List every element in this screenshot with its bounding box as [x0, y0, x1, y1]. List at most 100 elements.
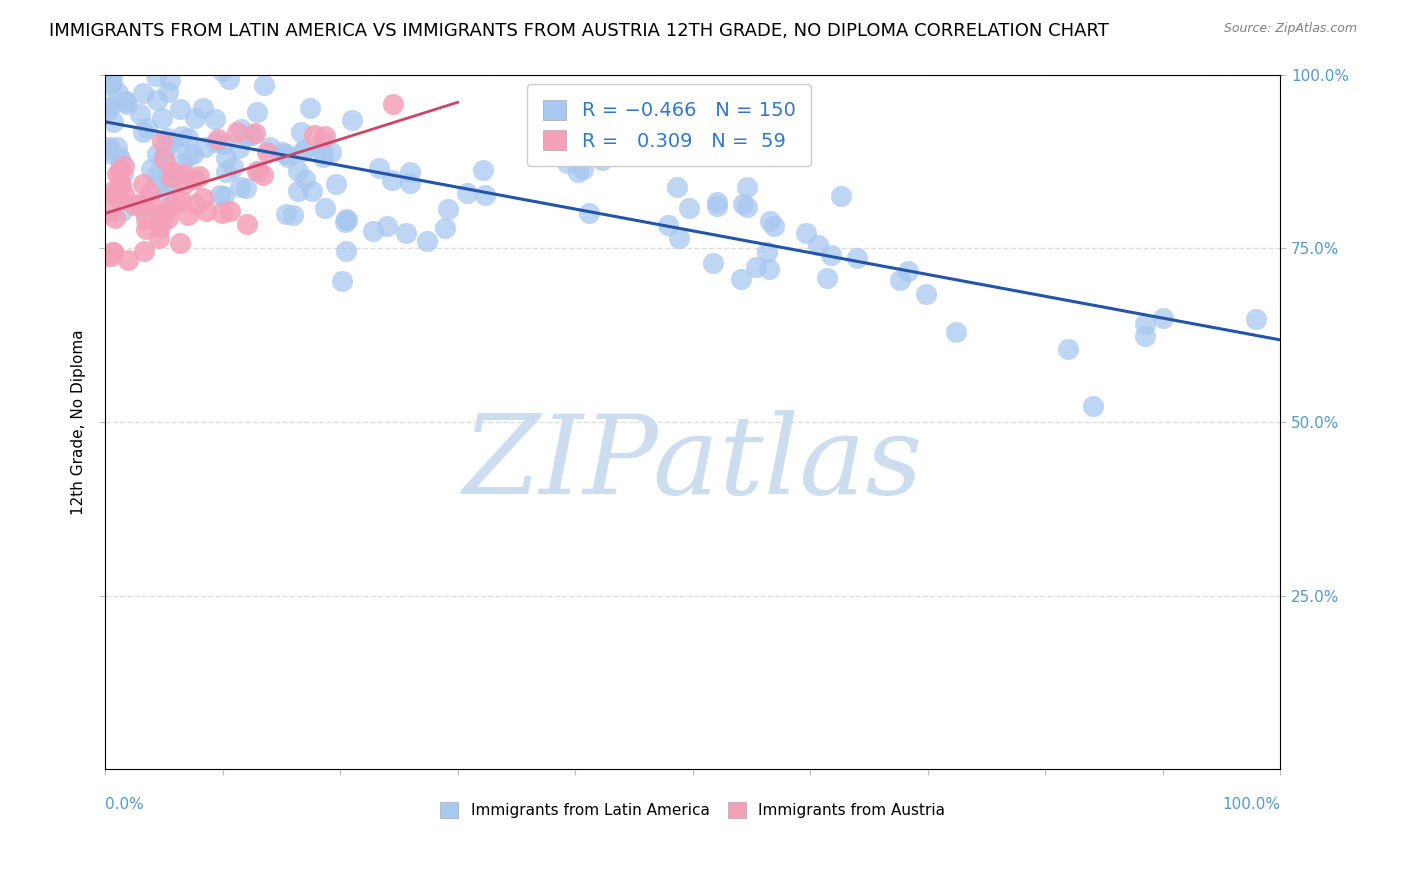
Point [201, 54, 224, 68]
Point [146, 179, 169, 194]
Point [381, 173, 404, 187]
Point [108, 174, 131, 188]
Point [301, 185, 323, 199]
Point [314, 128, 336, 143]
Point [706, 199, 728, 213]
Point [135, 221, 157, 235]
Point [702, 256, 724, 270]
Point [184, 172, 207, 186]
Point [256, 145, 278, 159]
Point [1152, 311, 1174, 326]
Point [156, 130, 179, 145]
Point [131, 125, 153, 139]
Point [131, 177, 153, 191]
Point [114, 94, 136, 108]
Point [1081, 399, 1104, 413]
Point [135, 212, 157, 227]
Point [247, 164, 270, 178]
Point [830, 188, 852, 202]
Point [117, 96, 139, 111]
Point [235, 180, 257, 194]
Point [141, 161, 163, 176]
Point [314, 201, 336, 215]
Point [281, 208, 304, 222]
Point [155, 153, 177, 168]
Point [1133, 318, 1156, 332]
Point [183, 147, 205, 161]
Point [155, 185, 177, 199]
Point [367, 161, 389, 176]
Point [153, 148, 176, 162]
Point [172, 128, 194, 143]
Point [204, 112, 226, 127]
Point [177, 131, 200, 145]
Point [395, 226, 418, 240]
Point [160, 136, 183, 151]
Point [94, 249, 117, 263]
Point [914, 286, 936, 301]
Point [287, 164, 309, 178]
Point [146, 93, 169, 107]
Point [157, 169, 180, 183]
Point [101, 69, 124, 83]
Point [231, 121, 253, 136]
Point [96, 104, 118, 119]
Point [416, 235, 439, 249]
Point [277, 150, 299, 164]
Point [290, 125, 312, 139]
Point [745, 260, 768, 274]
Point [101, 76, 124, 90]
Point [259, 140, 281, 154]
Point [212, 136, 235, 151]
Point [114, 94, 136, 108]
Point [335, 244, 357, 259]
Point [215, 151, 238, 165]
Point [98, 139, 121, 153]
Point [169, 235, 191, 250]
Point [219, 203, 242, 218]
Point [129, 54, 152, 68]
Point [124, 198, 146, 212]
Point [107, 86, 129, 100]
Point [184, 112, 207, 126]
Point [735, 180, 758, 194]
Point [252, 78, 274, 92]
Point [101, 114, 124, 128]
Point [150, 206, 173, 220]
Point [276, 207, 298, 221]
Text: 100.0%: 100.0% [1222, 797, 1281, 812]
Point [111, 203, 134, 218]
Point [292, 143, 315, 157]
Point [276, 146, 298, 161]
Point [437, 202, 460, 217]
Point [111, 168, 134, 182]
Point [108, 163, 131, 178]
Point [1057, 342, 1080, 356]
Point [330, 274, 353, 288]
Point [160, 176, 183, 190]
Point [160, 135, 183, 149]
Point [98, 78, 121, 92]
Point [204, 135, 226, 149]
Point [246, 105, 269, 120]
Point [678, 201, 700, 215]
Point [335, 211, 357, 226]
Point [578, 206, 600, 220]
Point [100, 185, 122, 199]
Point [193, 101, 215, 115]
Point [236, 217, 259, 231]
Point [240, 128, 263, 142]
Point [845, 251, 868, 265]
Point [191, 191, 214, 205]
Point [115, 54, 138, 68]
Point [228, 141, 250, 155]
Point [340, 113, 363, 128]
Point [555, 156, 578, 170]
Point [132, 204, 155, 219]
Point [763, 219, 786, 233]
Point [758, 261, 780, 276]
Point [1133, 328, 1156, 343]
Point [399, 176, 422, 190]
Point [207, 132, 229, 146]
Point [169, 194, 191, 208]
